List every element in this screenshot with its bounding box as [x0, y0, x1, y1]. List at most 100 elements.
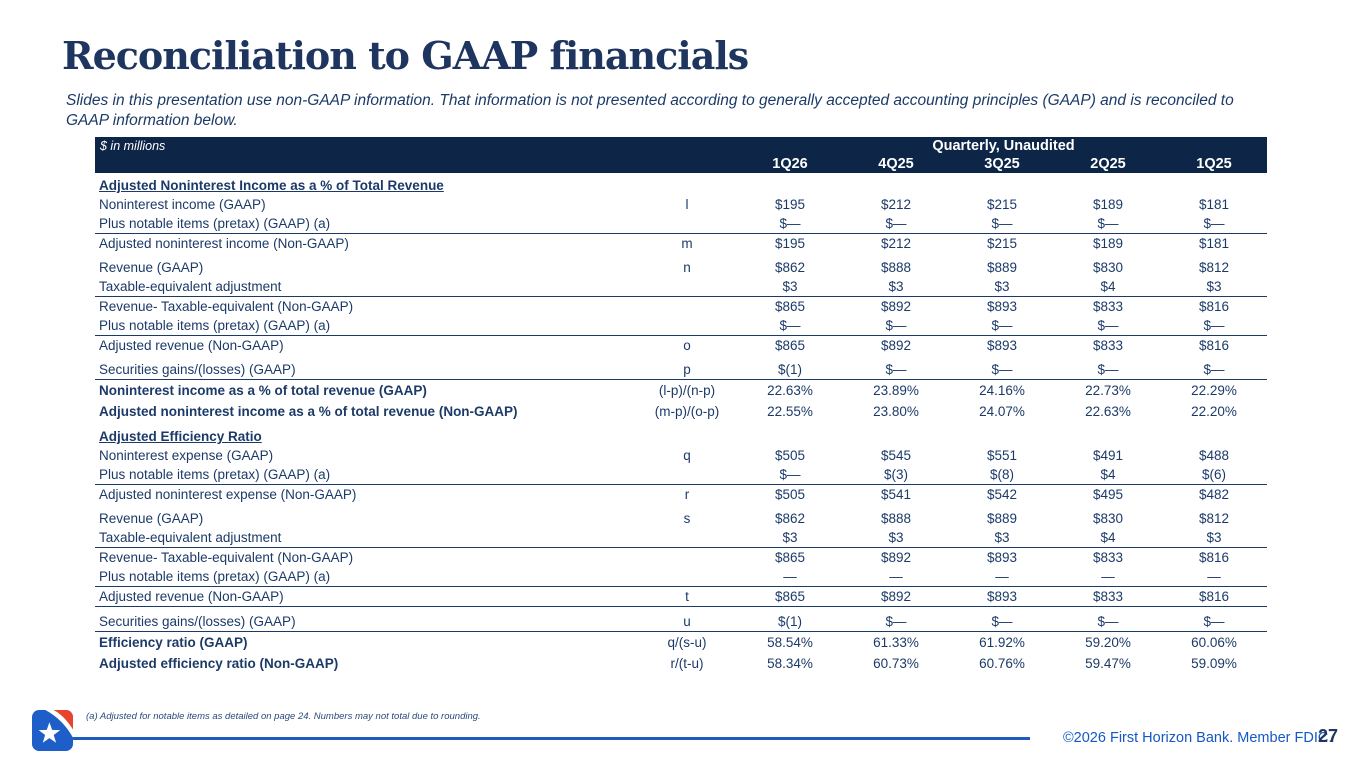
cell-value: $— [779, 216, 801, 231]
table-row: Adjusted revenue (Non-GAAP) t $865 $892 $893… [95, 587, 1267, 607]
cell-value: $215 [986, 197, 1018, 212]
cell-value: $892 [880, 589, 912, 604]
cell-value: $— [1203, 614, 1225, 629]
slide-subtitle: Slides in this presentation use non-GAAP… [66, 92, 1234, 130]
cell-value: $— [885, 362, 907, 377]
table-section: Adjusted Efficiency Ratio Noninterest exp… [95, 427, 1267, 674]
row-label: Efficiency ratio (GAAP) [99, 635, 248, 650]
cell-value: $— [885, 216, 907, 231]
cell-value: 60.76% [979, 656, 1025, 671]
row-label: Adjusted noninterest expense (Non-GAAP) [99, 487, 357, 502]
cell-value: $— [1097, 318, 1119, 333]
page-title: Reconciliation to GAAP financials [62, 33, 749, 78]
cell-value: $893 [986, 299, 1018, 314]
copyright-text: ©2026 First Horizon Bank. Member FDIC. [1063, 730, 1333, 746]
table-row: Noninterest income as a % of total reven… [95, 380, 1267, 401]
cell-value: $181 [1198, 236, 1230, 251]
cell-value: 22.29% [1191, 383, 1237, 398]
row-label: Plus notable items (pretax) (GAAP) (a) [99, 569, 331, 584]
cell-value: $195 [774, 197, 806, 212]
cell-value: 60.06% [1191, 635, 1237, 650]
row-formula: l [685, 197, 689, 212]
cell-value: $3 [1206, 279, 1222, 294]
cell-value: $816 [1198, 299, 1230, 314]
cell-value: $833 [1092, 589, 1124, 604]
cell-value: $865 [774, 299, 806, 314]
cell-value: $189 [1092, 197, 1124, 212]
cell-value: $— [1203, 318, 1225, 333]
cell-value: 22.55% [767, 404, 813, 419]
cell-value: $833 [1092, 299, 1124, 314]
cell-value: $(3) [883, 467, 908, 482]
table-row: Revenue- Taxable-equivalent (Non-GAAP) $8… [95, 297, 1267, 316]
cell-value: $3 [1206, 530, 1222, 545]
cell-value: $865 [774, 338, 806, 353]
cell-value: $— [779, 467, 801, 482]
row-formula: q/(s-u) [667, 635, 707, 650]
cell-value: $488 [1198, 448, 1230, 463]
row-formula: (m-p)/(o-p) [654, 404, 720, 419]
cell-value: $4 [1100, 530, 1116, 545]
cell-value: $(1) [777, 614, 802, 629]
cell-value: — [889, 569, 903, 584]
cell-value: $830 [1092, 260, 1124, 275]
footnote: (a) Adjusted for notable items as detail… [86, 711, 481, 722]
table-row: Taxable-equivalent adjustment $3 $3 $3 $4 $3 [95, 528, 1267, 548]
row-label: Plus notable items (pretax) (GAAP) (a) [99, 467, 331, 482]
cell-value: 22.73% [1085, 383, 1131, 398]
cell-value: $3 [782, 530, 798, 545]
cell-value: $888 [880, 511, 912, 526]
cell-value: $541 [880, 487, 912, 502]
section-heading-text: Adjusted Noninterest Income as a % of To… [99, 178, 444, 193]
row-label: Revenue (GAAP) [99, 511, 204, 526]
cell-value: $3 [994, 530, 1010, 545]
cell-value: 24.07% [979, 404, 1025, 419]
footer-divider [73, 737, 1030, 740]
group-header: Quarterly, Unaudited [932, 137, 1075, 154]
cell-value: $— [779, 318, 801, 333]
row-label: Securities gains/(losses) (GAAP) [99, 614, 296, 629]
cell-value: $865 [774, 550, 806, 565]
cell-value: $833 [1092, 338, 1124, 353]
cell-value: $892 [880, 299, 912, 314]
row-label: Revenue- Taxable-equivalent (Non-GAAP) [99, 299, 354, 314]
table-row: Plus notable items (pretax) (GAAP) (a) — —… [95, 567, 1267, 587]
cell-value: $812 [1198, 511, 1230, 526]
row-label: Adjusted efficiency ratio (Non-GAAP) [99, 656, 339, 671]
cell-value: 59.09% [1191, 656, 1237, 671]
cell-value: $545 [880, 448, 912, 463]
table-body: Adjusted Noninterest Income as a % of To… [95, 176, 1267, 674]
cell-value: $551 [986, 448, 1018, 463]
row-formula: p [683, 362, 691, 377]
cell-value: $889 [986, 260, 1018, 275]
table-row: Revenue (GAAP) s $862 $888 $889 $830 $812 [95, 509, 1267, 528]
table-header-row-1: $ in millions Quarterly, Unaudited [95, 137, 1267, 154]
table-row: Adjusted noninterest income (Non-GAAP) m $… [95, 234, 1267, 253]
row-formula: (l-p)/(n-p) [658, 383, 716, 398]
table-row: Adjusted noninterest income as a % of to… [95, 401, 1267, 422]
row-formula: s [683, 511, 691, 526]
cell-value: $816 [1198, 589, 1230, 604]
cell-value: $893 [986, 338, 1018, 353]
cell-value: $4 [1100, 279, 1116, 294]
table-row: Plus notable items (pretax) (GAAP) (a) $—… [95, 465, 1267, 485]
cell-value: $862 [774, 260, 806, 275]
cell-value: $830 [1092, 511, 1124, 526]
table-row: Adjusted noninterest expense (Non-GAAP) r… [95, 485, 1267, 504]
cell-value: $181 [1198, 197, 1230, 212]
row-label: Noninterest expense (GAAP) [99, 448, 274, 463]
cell-value: $(8) [989, 467, 1014, 482]
row-label: Noninterest income as a % of total reven… [99, 383, 427, 398]
cell-value: $215 [986, 236, 1018, 251]
table-row: Noninterest income (GAAP) l $195 $212 $215 $1… [95, 195, 1267, 214]
section-heading: Adjusted Noninterest Income as a % of To… [95, 176, 1267, 195]
cell-value: $542 [986, 487, 1018, 502]
row-formula: m [681, 236, 693, 251]
table-row: Adjusted revenue (Non-GAAP) o $865 $892 $893… [95, 336, 1267, 355]
cell-value: 22.20% [1191, 404, 1237, 419]
cell-value: $— [991, 216, 1013, 231]
cell-value: $— [991, 614, 1013, 629]
cell-value: — [1207, 569, 1221, 584]
cell-value: $3 [782, 279, 798, 294]
